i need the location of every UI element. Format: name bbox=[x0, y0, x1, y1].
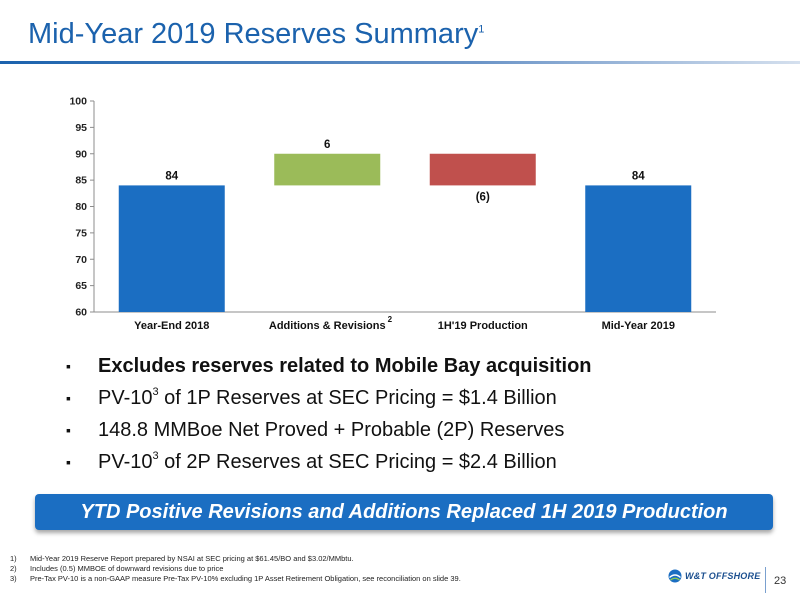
footnote-number: 1) bbox=[10, 554, 17, 563]
footnote-text: Includes (0.5) MMBOE of downward revisio… bbox=[30, 564, 224, 573]
footnote: 3) Pre-Tax PV-10 is a non-GAAP measure Pr… bbox=[10, 574, 461, 584]
bullet-list: ▪ Excludes reserves related to Mobile Bay… bbox=[62, 352, 592, 480]
footnote: 1) Mid-Year 2019 Reserve Report prepared … bbox=[10, 554, 461, 564]
data-label: 84 bbox=[632, 170, 645, 182]
footnote-text: Mid-Year 2019 Reserve Report prepared by… bbox=[30, 554, 354, 563]
y-tick-label: 100 bbox=[69, 96, 87, 108]
category-label: 1H'19 Production bbox=[438, 320, 528, 332]
bullet-text: Excludes reserves related to Mobile Bay … bbox=[98, 355, 592, 377]
title-text: Mid-Year 2019 Reserves Summary bbox=[28, 18, 479, 50]
category-label: Mid-Year 2019 bbox=[602, 320, 675, 332]
y-tick-label: 60 bbox=[75, 307, 87, 319]
data-label: 6 bbox=[324, 139, 330, 151]
bar bbox=[585, 185, 692, 312]
category-label: Additions & Revisions bbox=[269, 320, 386, 332]
waterfall-chart: 60 65 70 75 80 85 90 95 100 84 Year-End 2018 6 Addit… bbox=[69, 96, 716, 332]
y-tick-label: 90 bbox=[75, 148, 87, 160]
bullet-text-rest: of 2P Reserves at SEC Pricing = $2.4 Bil… bbox=[158, 451, 557, 473]
bullet-item: ▪ PV-103 of 1P Reserves at SEC Pricing = … bbox=[62, 384, 592, 416]
data-label: (6) bbox=[476, 191, 490, 203]
footnotes: 1) Mid-Year 2019 Reserve Report prepared … bbox=[10, 554, 461, 584]
bullet-marker: ▪ bbox=[66, 454, 71, 470]
y-tick-label: 85 bbox=[75, 175, 87, 187]
y-tick-label: 80 bbox=[75, 201, 87, 213]
bullet-text: 148.8 MMBoe Net Proved + Probable (2P) R… bbox=[98, 419, 565, 441]
page-number: 23 bbox=[774, 575, 787, 587]
bullet-item: ▪ 148.8 MMBoe Net Proved + Probable (2P) … bbox=[62, 416, 592, 448]
logo-text: W&T OFFSHORE bbox=[685, 571, 761, 581]
footer-divider bbox=[765, 567, 766, 593]
footnote-number: 3) bbox=[10, 574, 17, 583]
y-tick-label: 65 bbox=[75, 280, 87, 292]
title-underline bbox=[0, 61, 800, 64]
bullet-text-rest: of 1P Reserves at SEC Pricing = $1.4 Bil… bbox=[158, 387, 557, 409]
bullet-text: PV-10 bbox=[98, 451, 153, 473]
y-tick-label: 75 bbox=[75, 227, 87, 239]
category-footnote-ref: 2 bbox=[388, 315, 393, 324]
company-logo: W&T OFFSHORE bbox=[668, 569, 760, 583]
bar bbox=[118, 185, 225, 312]
bar bbox=[274, 153, 381, 186]
bullet-marker: ▪ bbox=[66, 422, 71, 438]
footnote-text: Pre-Tax PV-10 is a non-GAAP measure Pre-… bbox=[30, 574, 461, 583]
bullet-marker: ▪ bbox=[66, 358, 71, 374]
page-title: Mid-Year 2019 Reserves Summary1 bbox=[28, 18, 484, 51]
bullet-item: ▪ Excludes reserves related to Mobile Bay… bbox=[62, 352, 592, 384]
bullet-text: PV-10 bbox=[98, 387, 153, 409]
footnote-number: 2) bbox=[10, 564, 17, 573]
bullet-footnote-ref: 3 bbox=[152, 386, 159, 398]
bullet-item: ▪ PV-103 of 2P Reserves at SEC Pricing = … bbox=[62, 448, 592, 480]
footnote: 2) Includes (0.5) MMBOE of downward revis… bbox=[10, 564, 461, 574]
bullet-marker: ▪ bbox=[66, 390, 71, 406]
category-label: Year-End 2018 bbox=[134, 320, 209, 332]
data-label: 84 bbox=[165, 170, 178, 182]
y-tick-label: 95 bbox=[75, 122, 87, 134]
callout-banner-text: YTD Positive Revisions and Additions Rep… bbox=[80, 501, 728, 523]
bullet-footnote-ref: 3 bbox=[152, 450, 159, 462]
globe-logo-icon bbox=[668, 569, 682, 583]
callout-banner: YTD Positive Revisions and Additions Rep… bbox=[35, 494, 773, 530]
title-footnote-ref: 1 bbox=[478, 23, 485, 36]
y-tick-label: 70 bbox=[75, 254, 87, 266]
bar bbox=[429, 153, 536, 186]
